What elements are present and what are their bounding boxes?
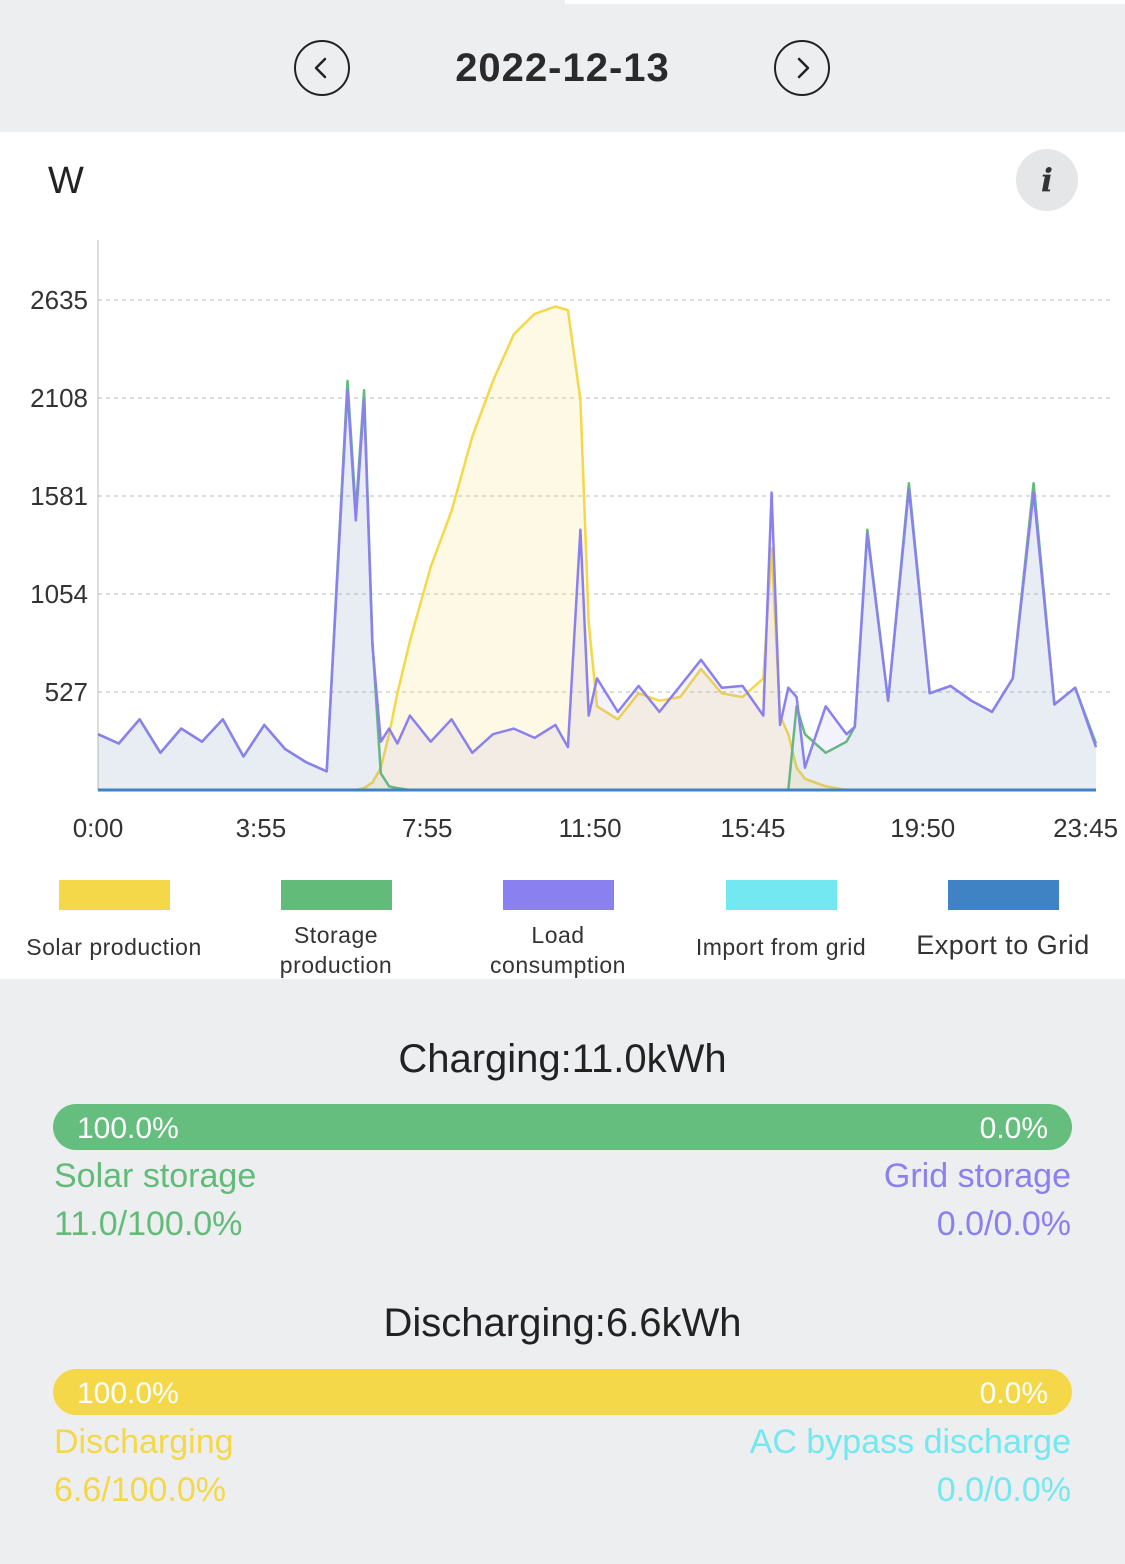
legend-label-import: Import from grid	[695, 934, 867, 960]
x-tick-label: 11:50	[558, 813, 621, 843]
series-line-load	[97, 388, 1098, 773]
discharging-label: Discharging	[54, 1423, 234, 1461]
date-navigator: 2022-12-13	[0, 8, 1125, 132]
info-button[interactable]: i	[1016, 149, 1078, 211]
battery-stats-panel: Charging:11.0kWh 100.0% 0.0% Solar stora…	[0, 979, 1125, 1564]
x-tick-label: 0:00	[73, 813, 124, 843]
x-tick-label: 7:55	[402, 813, 453, 843]
y-axis-unit: W	[48, 160, 84, 202]
legend-label-load: Load consumption	[490, 922, 626, 978]
legend-swatch-storage	[280, 880, 392, 910]
legend-import[interactable]: Import from grid	[670, 880, 892, 980]
legend-label-storage: Storage production	[279, 922, 393, 978]
chevron-left-icon	[314, 57, 327, 79]
y-tick-label: 527	[45, 677, 88, 707]
solar-storage-label: Solar storage	[54, 1157, 257, 1195]
power-line-chart[interactable]: 527 1054 1581 2108 2635 0:00 3:55 7:55 11:50 15:4…	[0, 132, 1125, 872]
x-tick-label: 15:45	[720, 813, 785, 843]
legend-swatch-load	[502, 880, 614, 910]
discharging-title: Discharging:6.6kWh	[383, 1301, 742, 1345]
legend-label-solar: Solar production	[26, 934, 202, 960]
charging-right-percent: 0.0%	[979, 1112, 1048, 1145]
y-tick-label: 2635	[30, 285, 88, 315]
x-tick-label: 19:50	[890, 813, 955, 843]
legend-label-export: Export to Grid	[916, 930, 1090, 960]
date-label[interactable]: 2022-12-13	[455, 46, 670, 90]
grid-storage-label: Grid storage	[883, 1157, 1071, 1195]
discharging-right-percent: 0.0%	[979, 1377, 1048, 1410]
legend-swatch-export	[947, 880, 1059, 910]
tab-active-indicator[interactable]	[565, 0, 1125, 4]
legend-swatch-import	[725, 880, 837, 910]
x-tick-label: 3:55	[236, 813, 287, 843]
legend-swatch-solar	[58, 880, 170, 910]
ac-bypass-discharge-label: AC bypass discharge	[749, 1423, 1071, 1461]
y-tick-label: 2108	[30, 383, 88, 413]
previous-day-button[interactable]	[294, 40, 350, 96]
top-tab-strip	[0, 0, 1125, 8]
info-icon: i	[1040, 161, 1054, 199]
chevron-right-icon	[797, 57, 810, 79]
power-chart-card: W i 527 1054 1581 2108 2635 0:00 3:55 7:55 11:50…	[0, 132, 1125, 979]
discharging-ratio-bar: 100.0% 0.0%	[53, 1369, 1072, 1415]
next-day-button[interactable]	[774, 40, 830, 96]
charging-ratio-bar: 100.0% 0.0%	[53, 1104, 1072, 1150]
ac-bypass-discharge-value: 0.0/0.0%	[936, 1471, 1071, 1509]
discharging-value: 6.6/100.0%	[54, 1471, 227, 1509]
x-tick-label: 23:45	[1053, 813, 1118, 843]
y-tick-label: 1054	[30, 579, 88, 609]
charging-title: Charging:11.0kWh	[398, 1037, 727, 1081]
charging-left-percent: 100.0%	[77, 1112, 179, 1145]
solar-storage-value: 11.0/100.0%	[54, 1205, 243, 1243]
legend-solar[interactable]: Solar production	[3, 880, 225, 980]
grid-storage-value: 0.0/0.0%	[936, 1205, 1071, 1243]
y-tick-label: 1581	[30, 481, 88, 511]
discharging-left-percent: 100.0%	[77, 1377, 179, 1410]
series-area-storage	[98, 380, 1096, 790]
legend-export[interactable]: Export to Grid	[892, 880, 1114, 980]
series-area-load	[98, 390, 1096, 790]
legend-load[interactable]: Load consumption	[447, 880, 669, 980]
legend-storage[interactable]: Storage production	[225, 880, 447, 980]
